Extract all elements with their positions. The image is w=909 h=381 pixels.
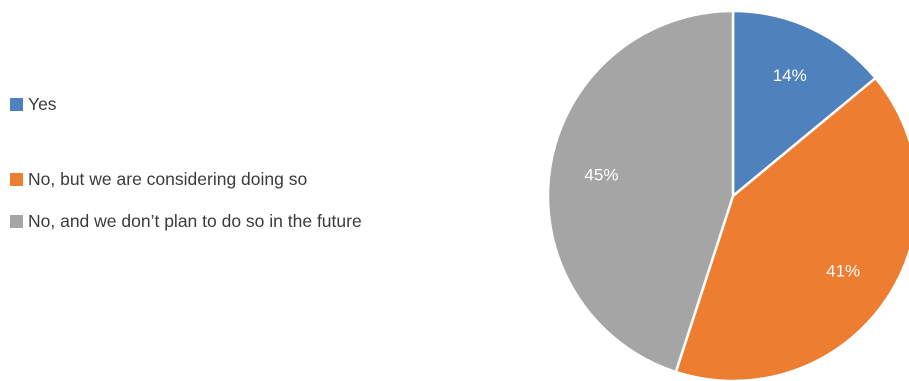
- pie-data-label-no-plan: 45%: [584, 166, 618, 185]
- legend-swatch-considering: [10, 173, 23, 186]
- legend-label-no-plan: No, and we don’t plan to do so in the fu…: [28, 211, 362, 231]
- pie-labels: 14% 41% 45%: [584, 66, 860, 280]
- legend-swatch-yes: [10, 98, 23, 111]
- legend-item-yes: Yes: [10, 92, 370, 116]
- legend-item-considering: No, but we are considering doing so: [10, 167, 370, 191]
- chart-legend: Yes No, but we are considering doing so …: [10, 92, 370, 233]
- pie-slice-yes: [731, 9, 877, 198]
- pie-slices: [546, 9, 909, 381]
- legend-label-considering: No, but we are considering doing so: [28, 169, 308, 189]
- pie-data-label-yes: 14%: [773, 66, 807, 85]
- pie-slice-no-plan: [546, 9, 735, 374]
- legend-item-no-plan: No, and we don’t plan to do so in the fu…: [10, 209, 370, 233]
- legend-swatch-no-plan: [10, 215, 23, 228]
- legend-label-yes: Yes: [28, 94, 57, 114]
- pie-data-label-considering: 41%: [826, 261, 860, 280]
